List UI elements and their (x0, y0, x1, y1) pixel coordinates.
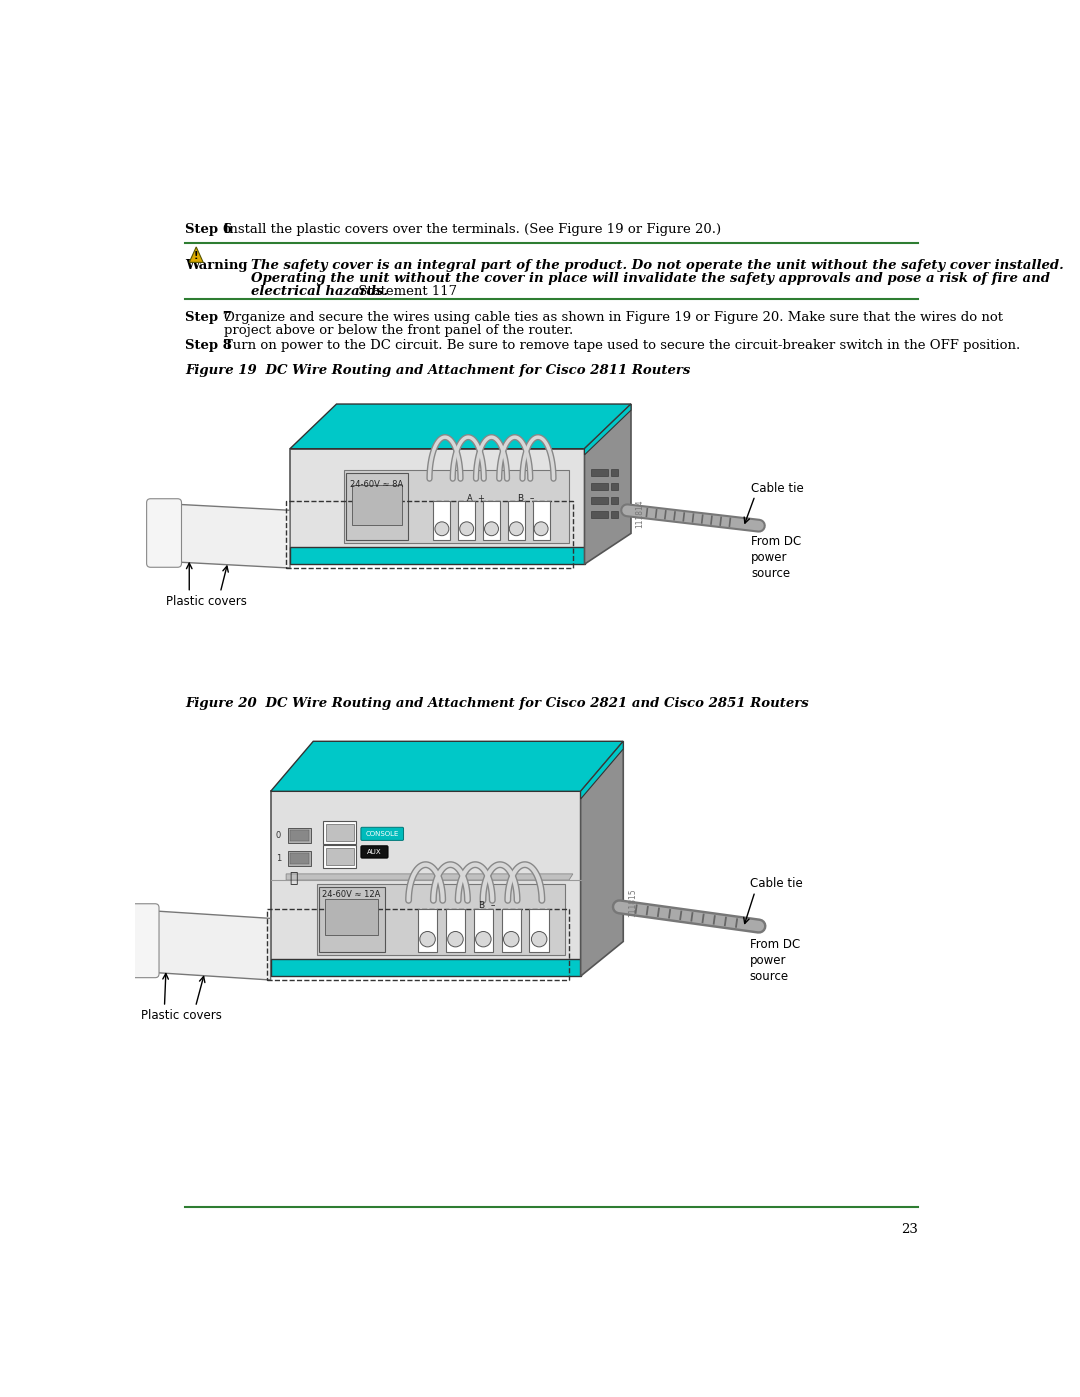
Bar (326, 848, 353, 865)
Polygon shape (271, 742, 623, 791)
Text: From DC
power
source: From DC power source (750, 937, 800, 982)
Text: electrical hazards.: electrical hazards. (252, 285, 389, 298)
Text: Operating the unit without the cover in place will invalidate the safety approva: Operating the unit without the cover in … (252, 271, 1050, 285)
Text: Figure 19: Figure 19 (186, 365, 257, 377)
Text: AUX: AUX (367, 849, 382, 855)
Bar (501, 909, 521, 951)
Text: Warning: Warning (186, 258, 248, 271)
Text: CONSOLE: CONSOLE (365, 831, 399, 837)
Text: 1: 1 (275, 854, 281, 863)
FancyBboxPatch shape (361, 827, 404, 841)
Bar (346, 474, 408, 541)
Text: 23: 23 (901, 1222, 918, 1235)
Bar (323, 821, 356, 844)
Text: 111815: 111815 (627, 888, 637, 918)
Polygon shape (291, 448, 584, 564)
Bar (323, 845, 356, 869)
Text: Step 8: Step 8 (186, 338, 232, 352)
Bar (433, 502, 450, 539)
Circle shape (535, 522, 548, 535)
Text: Install the plastic covers over the terminals. (See Figure 19 or Figure 20.): Install the plastic covers over the term… (225, 224, 721, 236)
Circle shape (435, 522, 449, 535)
Bar (611, 483, 618, 490)
Bar (611, 511, 618, 518)
Bar (291, 830, 309, 841)
Text: The safety cover is an integral part of the product. Do not operate the unit wit: The safety cover is an integral part of … (252, 258, 1064, 271)
Text: From DC
power
source: From DC power source (751, 535, 801, 580)
Polygon shape (271, 960, 581, 977)
Circle shape (510, 522, 524, 535)
Circle shape (485, 522, 499, 535)
Text: B  –: B – (480, 901, 496, 909)
Polygon shape (291, 548, 584, 564)
Bar (508, 502, 525, 539)
Bar (291, 854, 309, 863)
Polygon shape (271, 791, 581, 977)
Bar (325, 900, 378, 936)
Polygon shape (150, 911, 271, 979)
Text: Cable tie: Cable tie (750, 877, 802, 890)
Bar (458, 502, 475, 539)
Bar (319, 887, 384, 953)
Polygon shape (318, 884, 565, 956)
Polygon shape (345, 471, 569, 543)
Bar (591, 511, 608, 518)
Polygon shape (581, 742, 623, 799)
Circle shape (531, 932, 546, 947)
Text: Plastic covers: Plastic covers (141, 1009, 222, 1023)
Bar (326, 824, 353, 841)
Bar (532, 502, 550, 539)
Bar (611, 469, 618, 476)
Text: project above or below the front panel of the router.: project above or below the front panel o… (225, 324, 573, 337)
Bar (591, 497, 608, 504)
Text: ⭠: ⭠ (289, 870, 298, 884)
Text: B  –: B – (518, 495, 535, 503)
FancyBboxPatch shape (147, 499, 181, 567)
Circle shape (460, 522, 474, 535)
Bar (446, 909, 465, 951)
Text: Organize and secure the wires using cable ties as shown in Figure 19 or Figure 2: Organize and secure the wires using cabl… (225, 312, 1003, 324)
Polygon shape (291, 404, 631, 448)
Bar (591, 469, 608, 476)
Text: DC Wire Routing and Attachment for Cisco 2821 and Cisco 2851 Routers: DC Wire Routing and Attachment for Cisco… (247, 697, 809, 711)
Text: A  +: A + (467, 495, 485, 503)
Bar (483, 502, 500, 539)
Bar (591, 483, 608, 490)
Text: DC Wire Routing and Attachment for Cisco 2811 Routers: DC Wire Routing and Attachment for Cisco… (247, 365, 691, 377)
Text: Step 7: Step 7 (186, 312, 232, 324)
Polygon shape (581, 742, 623, 977)
Text: 111814: 111814 (636, 500, 645, 528)
Polygon shape (584, 404, 631, 455)
Text: Step 6: Step 6 (186, 224, 232, 236)
Text: Plastic covers: Plastic covers (166, 595, 247, 608)
Polygon shape (286, 875, 572, 880)
Text: Cable tie: Cable tie (751, 482, 804, 495)
Text: !: ! (194, 251, 199, 261)
Bar (529, 909, 549, 951)
Bar (287, 827, 311, 842)
Bar (287, 851, 311, 866)
Text: Figure 20: Figure 20 (186, 697, 257, 711)
Text: 24-60V ≈ 12A: 24-60V ≈ 12A (323, 890, 381, 900)
Text: 24-60V ≈ 8A: 24-60V ≈ 8A (350, 479, 404, 489)
FancyBboxPatch shape (122, 904, 159, 978)
Bar (474, 909, 494, 951)
Circle shape (420, 932, 435, 947)
Circle shape (503, 932, 519, 947)
Circle shape (448, 932, 463, 947)
Text: 0: 0 (275, 831, 281, 840)
Polygon shape (584, 404, 631, 564)
FancyBboxPatch shape (361, 845, 388, 858)
Bar (611, 497, 618, 504)
Bar (418, 909, 437, 951)
Polygon shape (189, 247, 203, 263)
Text: Turn on power to the DC circuit. Be sure to remove tape used to secure the circu: Turn on power to the DC circuit. Be sure… (225, 338, 1021, 352)
Polygon shape (174, 504, 291, 569)
Circle shape (475, 932, 491, 947)
Bar (352, 485, 402, 525)
Text: Statement 117: Statement 117 (354, 285, 458, 298)
